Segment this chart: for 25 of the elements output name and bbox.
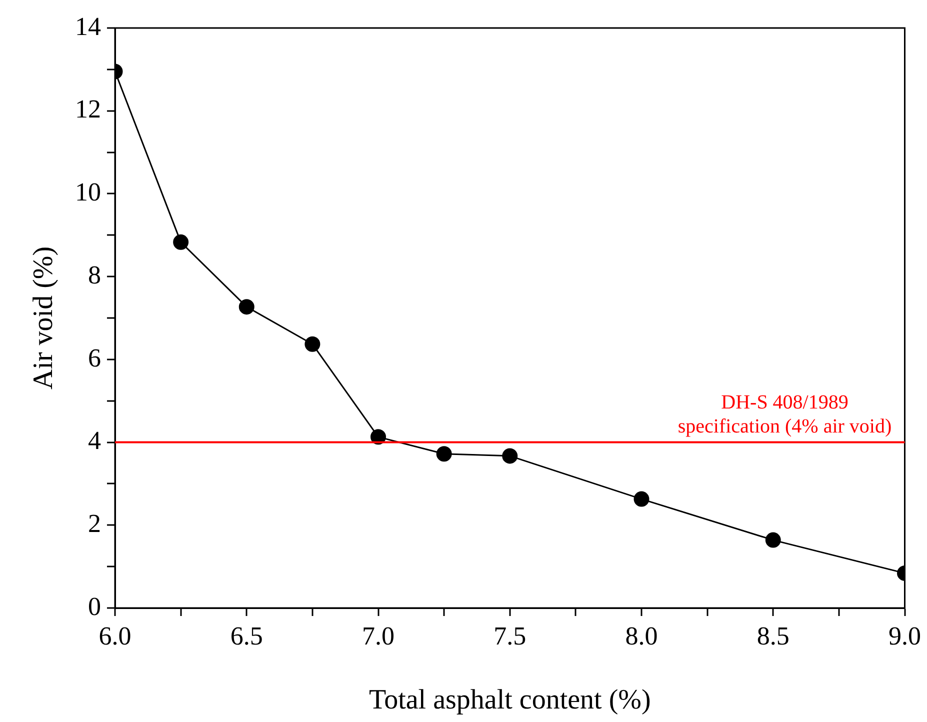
y-tick-label: 8 — [88, 260, 101, 290]
x-tick-label: 9.0 — [888, 621, 921, 650]
y-tick-label: 12 — [75, 94, 101, 124]
x-tick-label: 6.0 — [98, 621, 132, 650]
x-tick-label: 6.5 — [230, 621, 263, 650]
y-tick-label: 4 — [88, 426, 101, 456]
ref-line-label: DH-S 408/1989 specification (4% air void) — [678, 391, 892, 438]
x-tick-label: 7.0 — [362, 621, 394, 650]
y-tick-label: 2 — [88, 508, 101, 538]
point — [238, 299, 254, 315]
x-axis-title: Total asphalt content (%) — [368, 684, 651, 716]
point — [173, 234, 189, 250]
point — [436, 446, 452, 462]
x-tick-label: 8.0 — [625, 621, 658, 650]
point — [765, 532, 781, 548]
y-tick-label: 10 — [75, 178, 101, 207]
y-tick-label: 0 — [88, 592, 101, 621]
y-tick-label: 6 — [88, 343, 101, 372]
point — [502, 448, 518, 464]
point — [634, 491, 650, 507]
point — [304, 336, 320, 352]
x-tick-label: 7.5 — [494, 621, 526, 650]
y-tick-label: 14 — [75, 12, 101, 41]
x-tick-label: 8.5 — [756, 621, 790, 650]
y-axis-title: Air void (%) — [28, 246, 60, 390]
